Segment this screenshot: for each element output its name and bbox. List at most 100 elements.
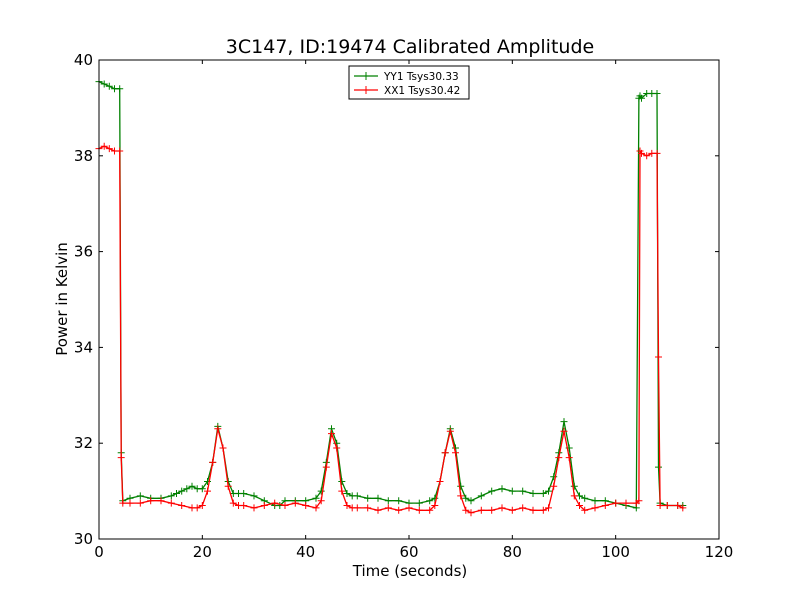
data-point-marker [498, 485, 506, 493]
data-point-marker [384, 504, 392, 512]
data-point-marker [462, 494, 470, 502]
data-point-marker [601, 502, 609, 509]
data-point-marker [674, 502, 682, 509]
data-point-marker [291, 499, 299, 507]
data-point-marker [441, 449, 449, 457]
legend-entry-label: XX1 Tsys30.42 [384, 85, 460, 97]
data-point-marker [338, 478, 346, 485]
data-point-marker [655, 463, 662, 471]
data-point-marker [271, 499, 279, 507]
x-axis-label: Time (seconds) [352, 562, 468, 580]
data-point-marker [555, 454, 563, 462]
data-point-marker [576, 502, 583, 509]
data-point-marker [167, 492, 175, 500]
data-point-marker [229, 499, 237, 507]
data-point-marker [328, 430, 335, 438]
data-point-marker [117, 454, 125, 462]
data-point-marker [353, 492, 361, 500]
data-point-marker [317, 487, 325, 495]
data-point-marker [498, 504, 506, 512]
x-tick-label: 120 [705, 543, 734, 561]
data-point-marker [100, 80, 108, 88]
data-point-marker [312, 504, 320, 512]
data-point-marker [119, 499, 127, 507]
data-point-marker [653, 90, 661, 97]
data-point-marker [224, 482, 232, 490]
data-point-marker [462, 506, 470, 514]
data-point-marker [591, 497, 599, 505]
data-point-marker [374, 506, 382, 514]
data-point-marker [508, 487, 516, 495]
series-line [98, 81, 683, 509]
y-axis-label: Power in Kelvin [53, 242, 71, 356]
data-point-marker [333, 444, 341, 452]
legend-swatch-marker [362, 72, 370, 80]
data-point-marker [426, 506, 434, 514]
y-tick-label: 34 [74, 338, 93, 356]
data-point-marker [343, 502, 351, 509]
data-point-marker [136, 499, 144, 507]
data-point-marker [519, 487, 527, 495]
data-point-marker [679, 504, 687, 512]
data-point-marker [431, 502, 439, 509]
data-point-marker [395, 506, 403, 514]
data-point-marker [436, 478, 444, 485]
data-point-marker [635, 497, 643, 505]
data-point-marker [591, 504, 599, 512]
data-point-marker [384, 497, 392, 505]
data-point-marker [167, 499, 175, 507]
data-point-marker [656, 502, 664, 509]
x-tick-label: 0 [94, 543, 104, 561]
data-point-marker [560, 427, 568, 435]
data-point-marker [188, 482, 196, 490]
x-tick-label: 20 [193, 543, 212, 561]
data-point-marker [209, 458, 217, 466]
legend-swatch-marker [362, 86, 370, 94]
data-point-marker [415, 499, 423, 507]
data-point-marker [178, 502, 186, 509]
data-point-marker [173, 490, 180, 497]
data-point-marker [100, 142, 108, 150]
data-point-marker [147, 497, 155, 505]
data-point-marker [431, 494, 439, 502]
x-tick-label: 40 [296, 543, 315, 561]
data-point-marker [116, 85, 124, 93]
chart-title: 3C147, ID:19474 Calibrated Amplitude [226, 36, 594, 58]
y-tick-label: 40 [74, 51, 93, 69]
y-tick-label: 36 [74, 243, 93, 261]
data-point-marker [638, 94, 645, 102]
data-point-marker [260, 502, 268, 509]
data-point-marker [204, 487, 211, 495]
x-tick-label: 80 [503, 543, 522, 561]
data-point-marker [655, 353, 662, 361]
data-point-marker [488, 506, 496, 514]
data-point-marker [488, 487, 496, 495]
data-point-marker [457, 492, 465, 500]
data-point-marker [116, 147, 124, 155]
y-tick-label: 38 [74, 147, 93, 165]
data-point-marker [426, 497, 434, 505]
x-tick-label: 60 [399, 543, 418, 561]
data-point-marker [250, 504, 258, 512]
data-point-marker [467, 497, 475, 505]
data-point-marker [539, 506, 547, 514]
data-point-marker [452, 449, 459, 457]
data-point-marker [415, 506, 423, 514]
data-point-marker [198, 502, 206, 509]
legend-entry-label: YY1 Tsys30.33 [383, 71, 459, 83]
data-point-marker [550, 482, 558, 490]
ticks-layer: 0 20 40 60 80 100 120 30 32 34 36 38 40 [74, 51, 733, 561]
data-point-marker [529, 490, 537, 497]
data-point-marker [643, 152, 651, 160]
data-point-marker [353, 504, 361, 512]
data-point-marker [446, 427, 454, 435]
legend-box [348, 65, 470, 100]
data-point-marker [570, 482, 578, 490]
data-point-marker [198, 485, 206, 493]
data-point-marker [338, 487, 346, 495]
data-point-marker [281, 502, 289, 509]
data-point-marker [395, 497, 403, 505]
data-point-marker [622, 499, 630, 507]
data-point-marker [250, 492, 258, 500]
